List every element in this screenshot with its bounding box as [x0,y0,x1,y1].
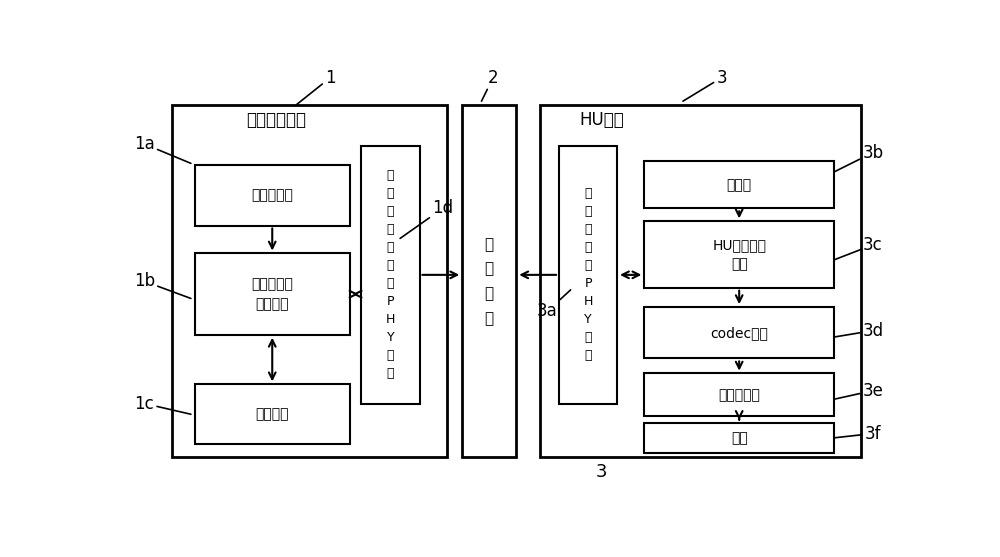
Bar [644,221,834,288]
Text: 3f: 3f [834,424,881,443]
Bar [195,165,350,226]
Text: 1b: 1b [134,272,191,299]
Text: 功率放大器: 功率放大器 [718,388,760,402]
Bar [195,253,350,335]
Text: 蓝牙模块: 蓝牙模块 [256,407,289,421]
Bar [644,374,834,417]
Text: 3: 3 [683,69,727,101]
Text: 嗜叭: 嗜叭 [731,431,748,445]
Bar [644,307,834,359]
Text: 1: 1 [296,69,336,105]
Bar [361,146,420,403]
Text: 3: 3 [596,463,607,481]
Text: HU模块: HU模块 [579,111,624,129]
Text: 3b: 3b [834,144,883,172]
Text: 收音机芯片: 收音机芯片 [251,188,293,203]
Bar [462,105,516,457]
Text: 麦克风: 麦克风 [727,178,752,192]
Bar [195,384,350,444]
Text: 智
能
天
线
以
太
网
P
H
Y
芯
片: 智 能 天 线 以 太 网 P H Y 芯 片 [386,169,395,380]
Text: 1d: 1d [400,199,453,238]
Text: 智能天线核
心处理器: 智能天线核 心处理器 [251,277,293,311]
Text: codec芯片: codec芯片 [710,326,768,340]
Text: 3c: 3c [834,236,883,260]
Text: 3a: 3a [537,290,571,320]
Text: 1a: 1a [134,135,191,163]
Bar [644,423,834,453]
Text: HU核心处理
模块: HU核心处理 模块 [712,238,766,271]
Text: 1c: 1c [134,394,191,414]
Text: 车
载
以
太
网
P
H
Y
芯
片: 车 载 以 太 网 P H Y 芯 片 [583,187,593,363]
Text: 2: 2 [482,69,498,101]
Bar [559,146,617,403]
Bar [172,105,447,457]
Text: 中
央
网
关: 中 央 网 关 [485,237,494,326]
Text: 3d: 3d [834,321,883,340]
Bar [540,105,861,457]
Bar [644,161,834,208]
Text: 3e: 3e [834,382,883,400]
Text: 智能天线模块: 智能天线模块 [246,111,306,129]
